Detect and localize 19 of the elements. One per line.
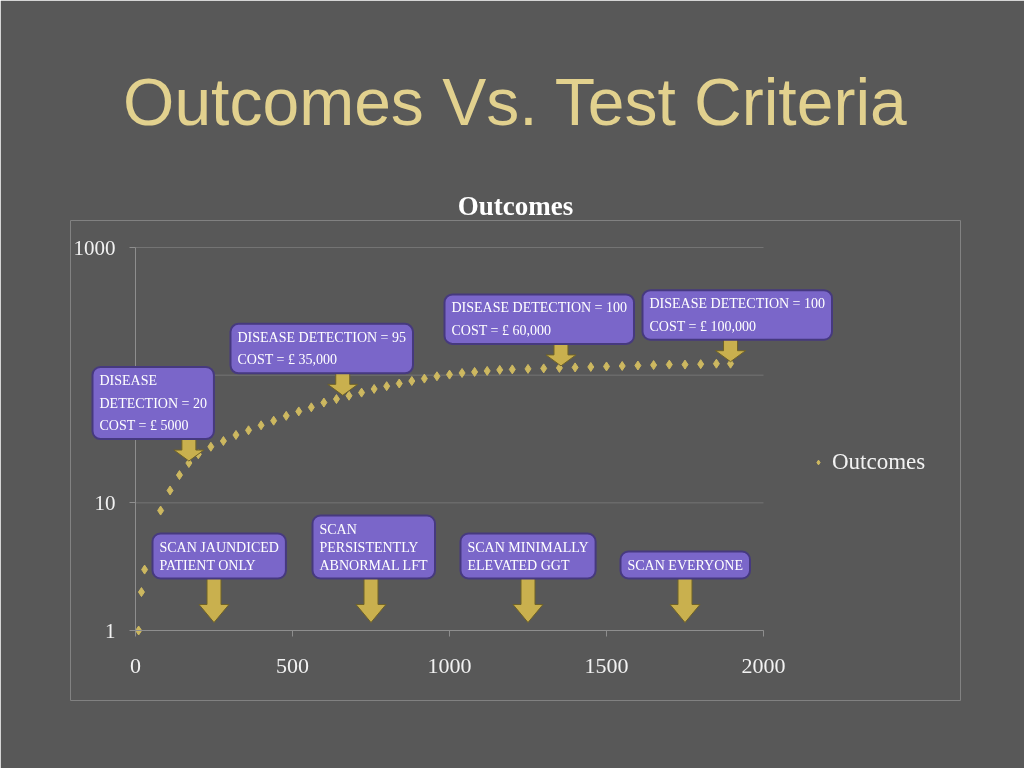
x-tick-label: 1500 bbox=[584, 652, 629, 678]
y-tick-label: 1 bbox=[105, 618, 116, 643]
x-tick-label: 2000 bbox=[741, 652, 786, 678]
x-tick-label: 500 bbox=[276, 652, 309, 678]
x-tick-label: 1000 bbox=[427, 652, 472, 678]
legend-label: Outcomes bbox=[832, 448, 926, 475]
annotation: DISEASE DETECTION = 100 COST = £ 100,000 bbox=[649, 296, 825, 334]
annotation: SCAN MINIMALLY ELEVATED GGT bbox=[467, 539, 589, 573]
annotation: DISEASE DETECTION = 95 COST = £ 35,000 bbox=[237, 329, 406, 368]
annotation: DISEASE DETECTION = 20 COST = £ 5000 bbox=[99, 373, 207, 434]
annotation: DISEASE DETECTION = 100 COST = £ 60,000 bbox=[451, 300, 627, 338]
x-tick-label: 0 bbox=[130, 652, 141, 678]
y-tick-label: 10 bbox=[94, 490, 116, 515]
annotation: SCAN JAUNDICED PATIENT ONLY bbox=[159, 539, 279, 573]
y-tick-label: 1000 bbox=[73, 235, 116, 260]
annotation: SCAN EVERYONE bbox=[627, 557, 744, 573]
annotation: SCAN PERSISTENTLY ABNORMAL LFT bbox=[319, 521, 428, 573]
chart-subtitle: Outcomes bbox=[457, 190, 574, 221]
chart-title: Outcomes Vs. Test Criteria bbox=[123, 64, 908, 139]
